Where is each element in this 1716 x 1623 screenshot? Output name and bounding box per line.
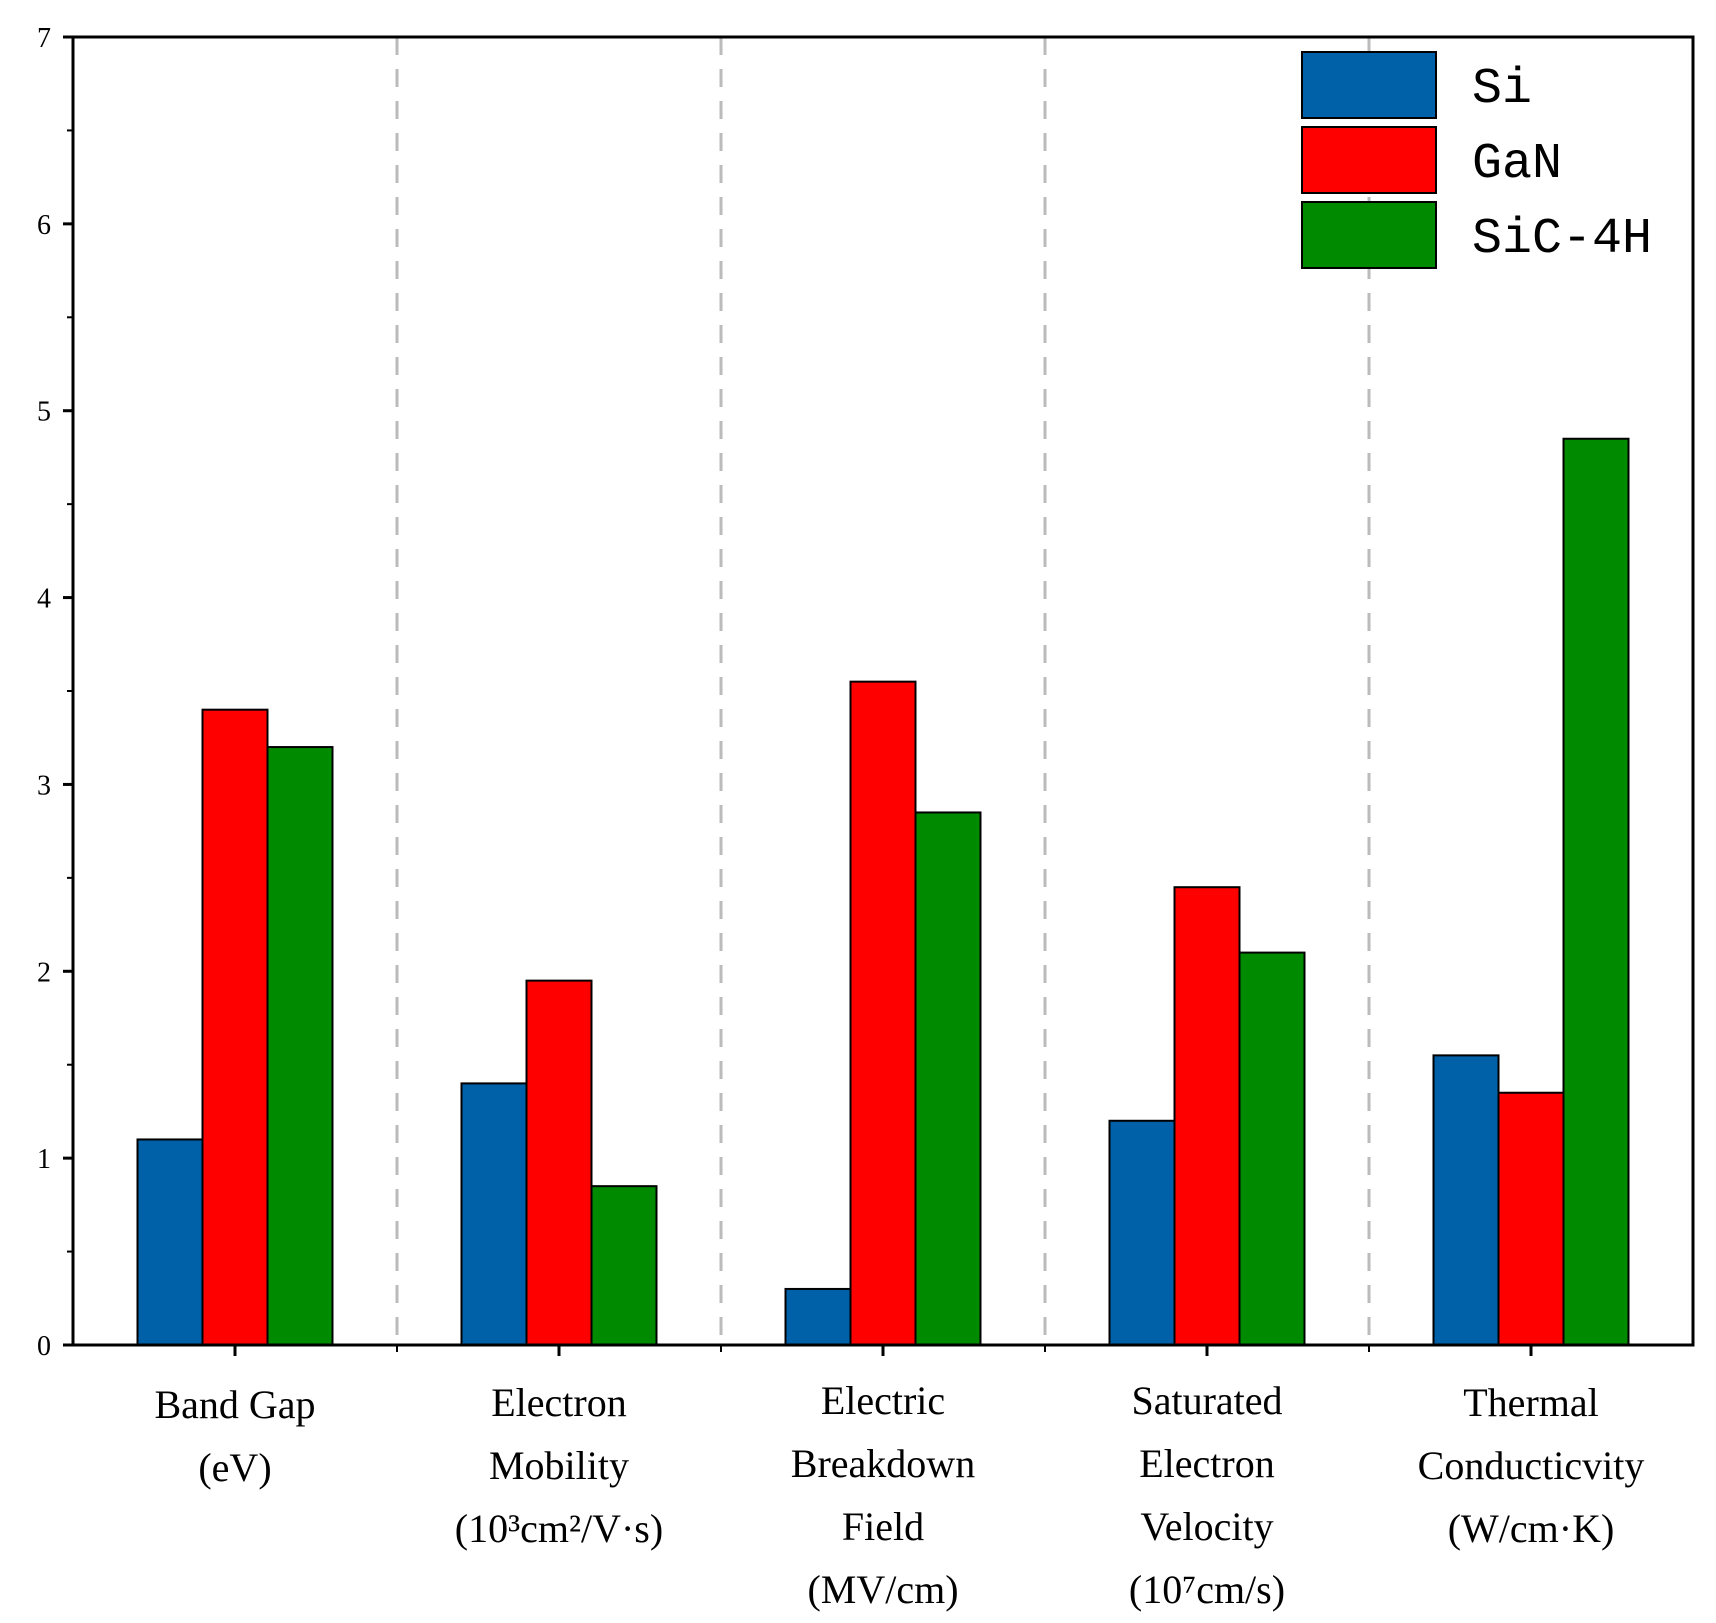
legend: Si GaN SiC-4H (1301, 51, 1652, 269)
x-category-label: (10³cm²/V·s) (455, 1506, 663, 1551)
bar-si-3 (784, 1287, 852, 1347)
bar-sic-4h-5 (1562, 437, 1630, 1346)
bars (136, 437, 1630, 1347)
x-category-label: (eV) (198, 1445, 271, 1490)
y-tick-label: 1 (37, 1144, 51, 1175)
x-category-label: Electric (821, 1378, 945, 1423)
x-category-label: Band Gap (154, 1382, 315, 1427)
bar-gan-1 (201, 708, 269, 1346)
legend-label-si: Si (1472, 61, 1532, 118)
legend-swatch-si (1301, 51, 1437, 119)
x-category-label: Saturated (1131, 1378, 1282, 1423)
legend-label-sic-4h: SiC-4H (1472, 211, 1652, 268)
x-category-label: Thermal (1463, 1380, 1599, 1425)
y-tick-label: 4 (37, 584, 51, 615)
x-category-label: Electron (491, 1380, 627, 1425)
x-category-label: Velocity (1140, 1504, 1273, 1549)
legend-label-gan: GaN (1472, 136, 1562, 193)
y-tick-label: 0 (37, 1331, 51, 1362)
x-category-label: Field (842, 1504, 924, 1549)
bar-gan-3 (849, 680, 917, 1346)
y-tick-label: 3 (37, 770, 51, 801)
y-tick-label: 5 (37, 397, 51, 428)
bar-si-1 (136, 1138, 204, 1347)
x-category-label: Breakdown (791, 1441, 975, 1486)
bar-sic-4h-1 (266, 746, 334, 1346)
y-tick-label: 6 (37, 210, 51, 241)
bar-si-5 (1432, 1054, 1500, 1347)
bar-gan-4 (1173, 886, 1241, 1346)
bar-gan-2 (525, 979, 593, 1347)
x-category-label: (MV/cm) (807, 1567, 958, 1612)
legend-swatch-gan (1301, 126, 1437, 194)
x-axis: Band Gap (eV) Electron Mobility (10³cm²/V·s)… (154, 1345, 1644, 1612)
bar-si-4 (1108, 1119, 1176, 1347)
y-tick-label: 2 (37, 957, 51, 988)
legend-swatch-sic-4h (1301, 201, 1437, 269)
x-category-label: (10⁷cm/s) (1129, 1567, 1285, 1612)
y-axis: 0 1 2 3 4 5 6 7 (37, 23, 73, 1362)
bar-si-2 (460, 1082, 528, 1347)
bar-sic-4h-2 (590, 1185, 658, 1346)
bar-gan-5 (1497, 1091, 1565, 1346)
category-separators (395, 37, 1371, 1345)
bar-sic-4h-4 (1238, 951, 1306, 1346)
bar-sic-4h-3 (914, 811, 982, 1346)
x-category-label: Conducticvity (1418, 1443, 1645, 1488)
y-tick-label: 7 (37, 23, 51, 54)
plot-frame (71, 35, 1695, 1347)
x-category-label: Mobility (489, 1443, 629, 1488)
x-category-label: Electron (1139, 1441, 1275, 1486)
x-category-label: (W/cm·K) (1448, 1506, 1615, 1551)
